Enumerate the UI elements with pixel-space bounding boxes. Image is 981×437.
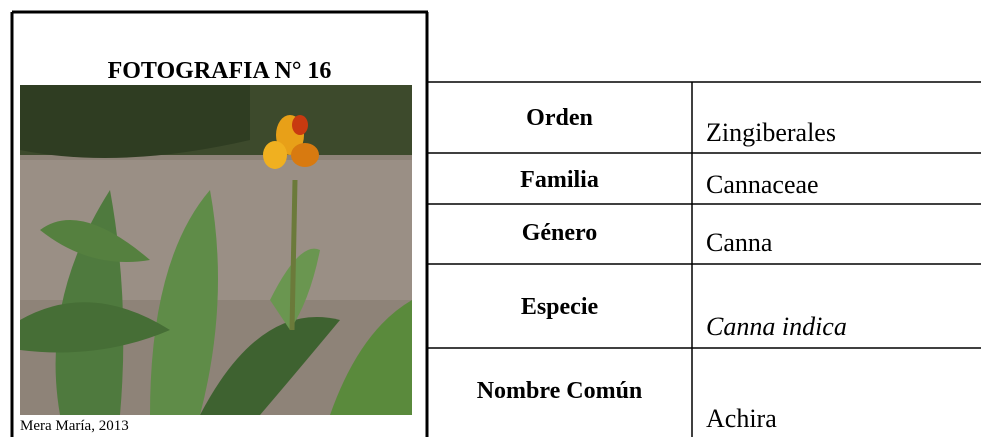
row-label: Familia: [520, 167, 599, 193]
row-label: Nombre Común: [476, 378, 643, 404]
photo-title: FOTOGRAFIA N° 16: [107, 58, 332, 84]
row-value: Achira: [706, 404, 777, 433]
row-label: Orden: [526, 105, 593, 131]
photo-caption: Mera María, 2013: [20, 418, 129, 435]
photo: [20, 85, 412, 415]
row-label: Género: [521, 220, 598, 246]
row-value: Canna: [706, 228, 773, 257]
row-label: Especie: [520, 294, 599, 320]
row-value: Cannaceae: [706, 170, 819, 199]
row-value: Canna indica: [706, 312, 847, 341]
row-value: Zingiberales: [706, 118, 836, 147]
